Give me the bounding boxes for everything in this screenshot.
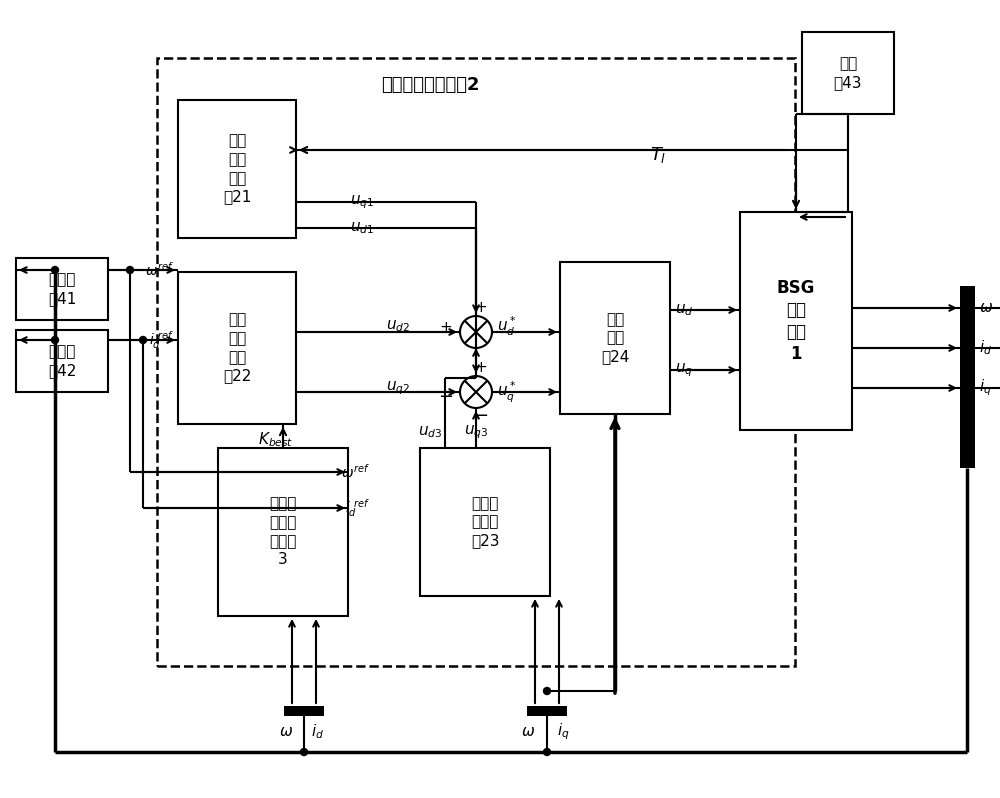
Text: +: +	[475, 301, 487, 315]
FancyBboxPatch shape	[218, 448, 348, 616]
Text: +: +	[475, 361, 487, 376]
Text: $i_d$: $i_d$	[979, 338, 992, 358]
FancyBboxPatch shape	[284, 706, 324, 716]
Text: 限压
控制
器24: 限压 控制 器24	[601, 312, 629, 364]
Text: $\omega$: $\omega$	[279, 725, 293, 740]
Text: $i_q$: $i_q$	[979, 377, 992, 398]
FancyBboxPatch shape	[740, 212, 852, 430]
Text: +: +	[440, 319, 452, 334]
Text: $u_{q2}$: $u_{q2}$	[386, 379, 410, 397]
Circle shape	[52, 267, 58, 274]
Text: $u_{q1}$: $u_{q1}$	[350, 193, 374, 211]
Text: 抗干扰复合控制器2: 抗干扰复合控制器2	[381, 76, 479, 94]
Text: −: −	[438, 388, 454, 406]
Circle shape	[544, 688, 550, 694]
Text: $i_d^{\ ref}$: $i_d^{\ ref}$	[345, 497, 370, 519]
Text: $u_{d2}$: $u_{d2}$	[386, 318, 410, 334]
Text: $\omega$: $\omega$	[979, 301, 993, 315]
Text: 转速给
定41: 转速给 定41	[48, 272, 76, 306]
Circle shape	[52, 337, 58, 343]
Text: 电压解
耦控制
器23: 电压解 耦控制 器23	[471, 496, 499, 548]
FancyBboxPatch shape	[420, 448, 550, 596]
FancyBboxPatch shape	[802, 32, 894, 114]
Text: 控制器
参数优
化模块
3: 控制器 参数优 化模块 3	[269, 496, 297, 567]
Text: $\omega$: $\omega$	[521, 725, 535, 740]
Text: 状态
反馈
控制
器22: 状态 反馈 控制 器22	[223, 313, 251, 383]
Text: $u_{q3}$: $u_{q3}$	[464, 423, 488, 440]
Circle shape	[544, 749, 550, 756]
FancyBboxPatch shape	[560, 262, 670, 414]
Text: 负载
补偿
控制
器21: 负载 补偿 控制 器21	[223, 133, 251, 204]
FancyBboxPatch shape	[16, 258, 108, 320]
Text: $u_d$: $u_d$	[675, 302, 693, 318]
Text: $K_{best}$: $K_{best}$	[258, 431, 293, 449]
Text: $u_{d3}$: $u_{d3}$	[418, 425, 442, 440]
Text: $\omega^{ref}$: $\omega^{ref}$	[145, 261, 174, 279]
Text: $u_d^*$: $u_d^*$	[497, 314, 517, 338]
FancyBboxPatch shape	[527, 706, 567, 716]
Text: $i_d$: $i_d$	[311, 723, 325, 741]
Circle shape	[140, 337, 146, 343]
Circle shape	[126, 267, 134, 274]
Text: $T_l$: $T_l$	[650, 145, 666, 165]
FancyBboxPatch shape	[178, 272, 296, 424]
Circle shape	[300, 749, 308, 756]
Text: −: −	[473, 407, 489, 425]
Text: BSG
电机
系统
1: BSG 电机 系统 1	[777, 279, 815, 363]
FancyBboxPatch shape	[960, 286, 975, 468]
FancyBboxPatch shape	[16, 330, 108, 392]
Text: $i_q$: $i_q$	[557, 721, 569, 742]
Text: $i_d^{\ ref}$: $i_d^{\ ref}$	[149, 329, 174, 351]
Text: 内燃
机43: 内燃 机43	[834, 56, 862, 90]
Text: $u_{d1}$: $u_{d1}$	[350, 220, 374, 236]
Text: $\omega^{ref}$: $\omega^{ref}$	[341, 463, 370, 481]
FancyBboxPatch shape	[178, 100, 296, 238]
Text: $u_q$: $u_q$	[675, 361, 693, 379]
Text: 电流给
定42: 电流给 定42	[48, 344, 76, 377]
Text: $u_q^*$: $u_q^*$	[497, 380, 517, 405]
